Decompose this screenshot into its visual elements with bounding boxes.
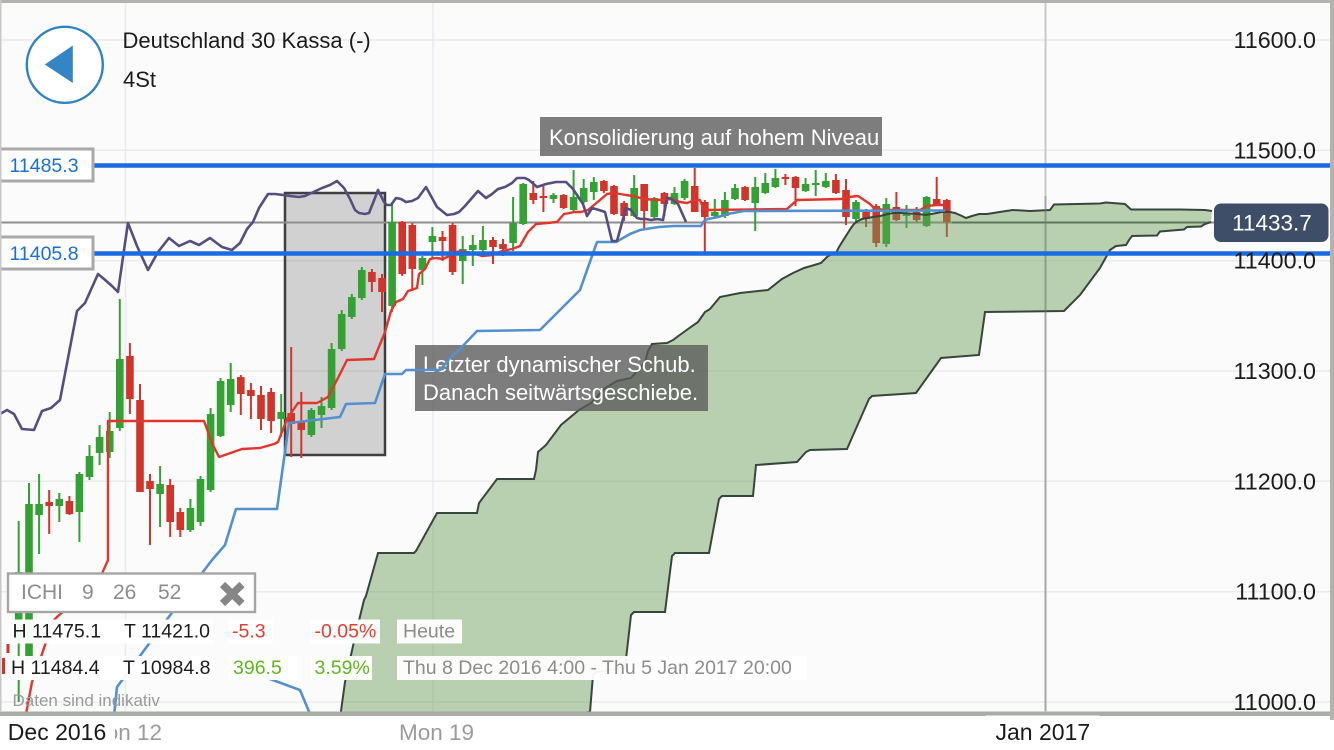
svg-text:52: 52 bbox=[158, 581, 181, 604]
svg-text:11600.0: 11600.0 bbox=[1234, 27, 1317, 53]
svg-text:11100.0: 11100.0 bbox=[1235, 579, 1316, 605]
svg-text:Danach seitwärtsgeschiebe.: Danach seitwärtsgeschiebe. bbox=[423, 380, 698, 405]
svg-text:Daten sind indikativ: Daten sind indikativ bbox=[13, 691, 161, 710]
svg-text:Mon 19: Mon 19 bbox=[399, 720, 474, 745]
svg-text:26: 26 bbox=[113, 581, 136, 604]
svg-text:H 11475.1: H 11475.1 bbox=[13, 621, 102, 643]
svg-text:Thu 8 Dec 2016 4:00 - Thu 5 Ja: Thu 8 Dec 2016 4:00 - Thu 5 Jan 2017 20:… bbox=[403, 657, 792, 679]
svg-text:T 10984.8: T 10984.8 bbox=[123, 657, 210, 679]
svg-text:Heute: Heute bbox=[403, 621, 455, 643]
svg-text:Konsolidierung auf hohem Nivea: Konsolidierung auf hohem Niveau bbox=[549, 125, 879, 150]
svg-text:11500.0: 11500.0 bbox=[1234, 137, 1317, 163]
svg-text:Letzter dynamischer Schub.: Letzter dynamischer Schub. bbox=[423, 352, 696, 377]
svg-text:-0.05%: -0.05% bbox=[315, 621, 377, 643]
svg-text:9: 9 bbox=[82, 581, 94, 604]
svg-text:4St: 4St bbox=[123, 67, 156, 92]
svg-text:ICHI: ICHI bbox=[21, 581, 63, 604]
svg-text:11400.0: 11400.0 bbox=[1234, 248, 1317, 274]
svg-text:H 11484.4: H 11484.4 bbox=[11, 657, 100, 679]
svg-text:11433.7: 11433.7 bbox=[1232, 211, 1312, 236]
svg-text:11200.0: 11200.0 bbox=[1234, 468, 1317, 494]
svg-text:11000.0: 11000.0 bbox=[1234, 689, 1317, 715]
svg-text:11485.3: 11485.3 bbox=[10, 155, 79, 177]
svg-text:Dec 2016: Dec 2016 bbox=[8, 719, 106, 745]
svg-text:-5.3: -5.3 bbox=[232, 621, 266, 643]
svg-text:3.59%: 3.59% bbox=[315, 657, 370, 679]
svg-text:396.5: 396.5 bbox=[233, 657, 282, 679]
svg-text:11405.8: 11405.8 bbox=[10, 243, 79, 265]
svg-text:Jan 2017: Jan 2017 bbox=[996, 719, 1091, 745]
svg-text:T 11421.0: T 11421.0 bbox=[124, 621, 210, 643]
svg-text:11300.0: 11300.0 bbox=[1234, 358, 1317, 384]
svg-text:Deutschland 30 Kassa (-): Deutschland 30 Kassa (-) bbox=[123, 28, 371, 53]
